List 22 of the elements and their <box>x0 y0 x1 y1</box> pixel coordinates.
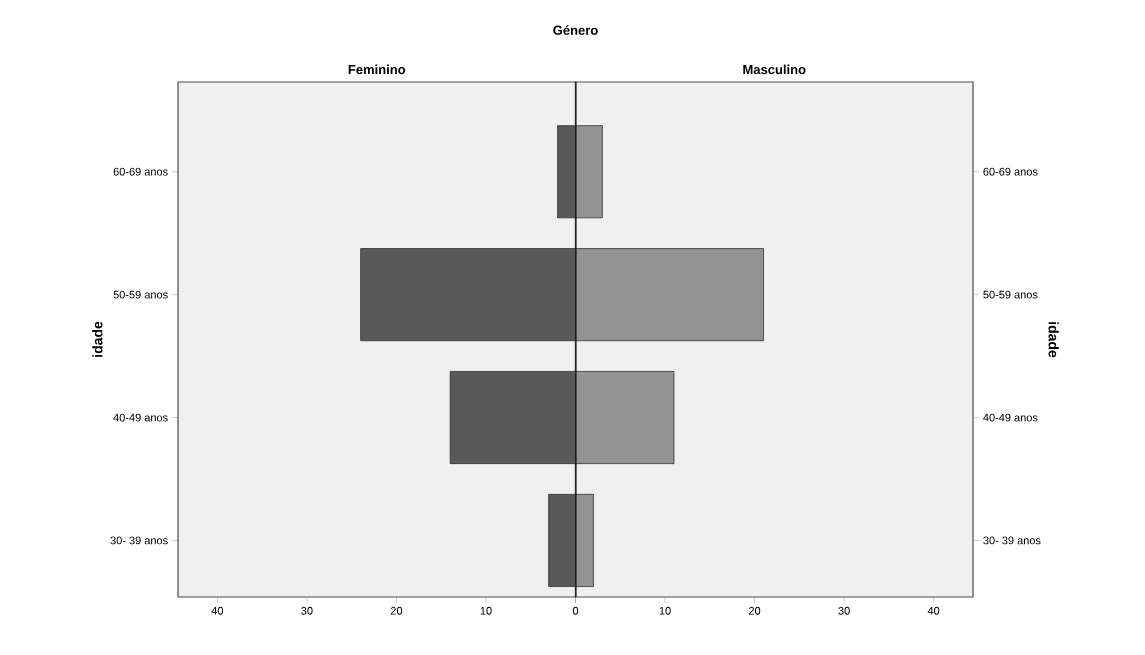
y-tick-label: 30- 39 anos <box>110 536 168 545</box>
x-tick-label: 10 <box>659 606 671 615</box>
y2-tick-label: 50-59 anos <box>983 290 1038 299</box>
x-tick-label: 10 <box>480 606 492 615</box>
y2-axis-title: idade <box>1048 322 1059 358</box>
x-tick-label: 40 <box>211 606 224 615</box>
x-tick-label: 40 <box>927 606 940 615</box>
x-tick-label: 30 <box>838 606 850 615</box>
chart-title: Masculino <box>743 64 806 75</box>
y-tick-label: 60-69 anos <box>113 167 168 176</box>
y2-tick-label: 40-49 anos <box>983 413 1038 422</box>
chart-title: Feminino <box>348 64 406 75</box>
y2-tick-label: 60-69 anos <box>983 167 1038 176</box>
y-axis-title: idade <box>92 321 103 357</box>
y2-tick-label: 30- 39 anos <box>983 536 1041 545</box>
y-tick-label: 40-49 anos <box>113 413 168 422</box>
y-tick-label: 50-59 anos <box>113 290 168 299</box>
x-tick-label: 30 <box>301 606 313 615</box>
text: Género <box>553 25 598 35</box>
x-tick-label: 20 <box>390 606 403 615</box>
x-tick-label: 20 <box>748 606 761 615</box>
x-tick-label: 0 <box>572 606 579 615</box>
